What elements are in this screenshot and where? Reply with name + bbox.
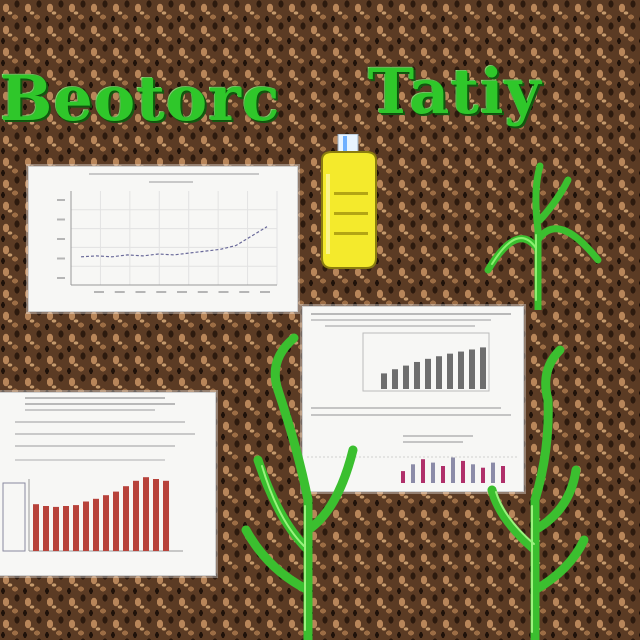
red-bar <box>113 491 119 551</box>
line-x-tick-label <box>135 291 146 293</box>
red-bar <box>93 498 99 551</box>
lower-bar <box>431 462 435 483</box>
lower-bar <box>471 464 475 483</box>
red-bar <box>43 506 49 551</box>
line-x-tick-label <box>114 291 125 293</box>
line-x-tick-label <box>218 291 229 293</box>
line-y-tick-label <box>57 199 65 201</box>
red-bar-chart-card <box>0 392 216 576</box>
line-x-tick-label <box>94 291 104 293</box>
line-x-tick-label <box>260 291 270 293</box>
line-chart-svg <box>57 173 278 293</box>
upper-bar <box>447 353 453 389</box>
red-card-text-lines <box>15 397 195 461</box>
small-card-text-lines <box>311 313 511 327</box>
red-bar <box>33 504 39 551</box>
small-bar-chart-card <box>302 306 524 492</box>
line-chart-card <box>28 166 298 312</box>
upper-bar <box>392 369 398 389</box>
lower-bar <box>401 471 405 483</box>
upper-bar-group <box>381 347 486 389</box>
red-bar <box>83 501 89 551</box>
red-bar <box>63 506 69 551</box>
lower-bar <box>421 459 425 483</box>
red-bar-group <box>33 477 169 551</box>
upper-bar <box>458 351 464 389</box>
lower-bar <box>451 457 455 483</box>
upper-bar <box>403 365 409 389</box>
lower-bar <box>411 464 415 483</box>
upper-bar <box>425 358 431 389</box>
line-x-tick-label <box>239 291 250 293</box>
plant-branch-icon <box>487 345 589 640</box>
upper-bar <box>469 349 475 389</box>
upper-bar <box>480 347 486 389</box>
lower-bar <box>441 466 445 483</box>
line-chart-grid <box>71 191 278 285</box>
plant-stalk-icon <box>241 333 358 640</box>
line-series <box>80 226 268 258</box>
line-x-tick-label <box>197 291 208 293</box>
header-text-lines <box>89 173 259 183</box>
line-x-tick-label <box>156 291 167 293</box>
upper-bar <box>436 356 442 389</box>
plant-sprout-icon <box>484 162 602 310</box>
lower-bar <box>481 467 485 483</box>
lower-bar <box>461 460 465 483</box>
line-y-tick-label <box>57 238 65 240</box>
line-y-tick-label <box>57 257 65 260</box>
lower-bar <box>491 462 495 483</box>
red-bar <box>153 479 159 551</box>
red-bar-chart-svg <box>2 397 195 552</box>
yellow-bottle-icon <box>321 134 377 269</box>
red-bar <box>123 486 129 551</box>
red-bar <box>73 505 79 551</box>
lower-bar <box>501 466 505 483</box>
title-left-word: Beotorc <box>0 62 281 135</box>
red-bar <box>53 506 59 551</box>
upper-bar <box>414 361 420 389</box>
red-bar <box>133 480 139 551</box>
red-bar <box>103 495 109 551</box>
red-bar <box>143 477 149 551</box>
lower-bar-group <box>401 457 505 483</box>
small-bar-chart-svg <box>307 313 517 483</box>
line-chart-tick-marks <box>57 199 270 293</box>
line-y-tick-label <box>57 218 65 221</box>
line-x-tick-label <box>177 291 187 293</box>
red-card-side-frame <box>2 482 26 552</box>
line-y-tick-label <box>57 277 65 279</box>
title-right-word: Tatiy <box>368 55 542 128</box>
upper-bar <box>381 373 387 389</box>
red-bar <box>163 480 169 551</box>
middle-text-lines <box>311 407 511 443</box>
upper-plot-frame <box>362 332 490 392</box>
